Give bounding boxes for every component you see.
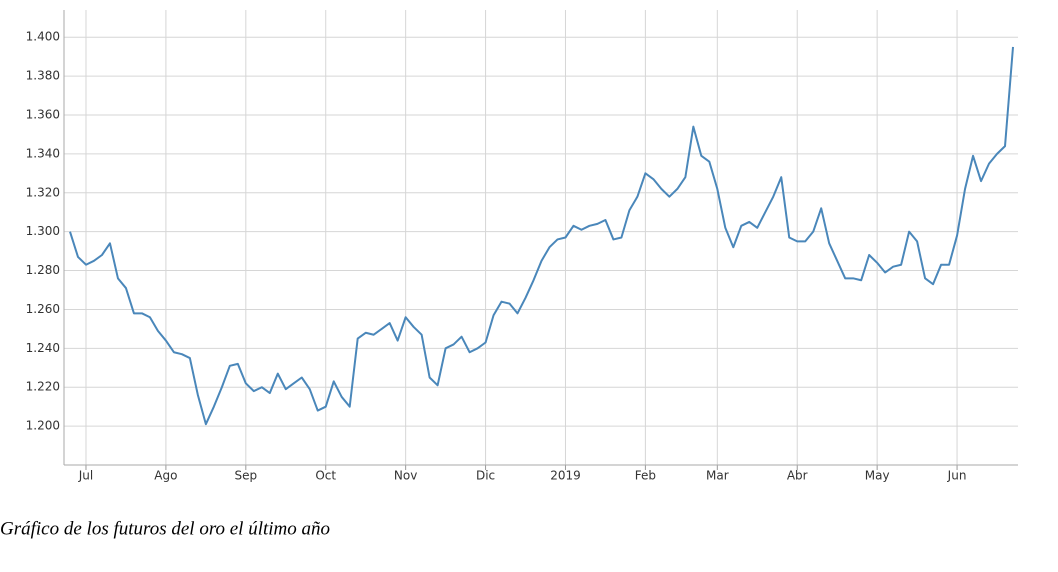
x-tick-label: Jun (947, 469, 967, 483)
y-tick-label: 1.260 (26, 302, 60, 316)
y-tick-label: 1.220 (26, 380, 60, 394)
x-tick-label: Sep (235, 469, 258, 483)
x-tick-label: Dic (476, 469, 495, 483)
y-tick-label: 1.300 (26, 224, 60, 238)
x-tick-label: 2019 (550, 469, 581, 483)
x-tick-label: Oct (315, 469, 336, 483)
y-tick-label: 1.400 (26, 30, 60, 44)
y-tick-label: 1.240 (26, 341, 60, 355)
y-tick-label: 1.340 (26, 146, 60, 160)
x-tick-label: Jul (78, 469, 93, 483)
y-tick-label: 1.380 (26, 69, 60, 83)
caption: Gráfico de los futuros del oro el último… (0, 518, 330, 539)
y-tick-label: 1.200 (26, 419, 60, 433)
y-tick-label: 1.320 (26, 185, 60, 199)
y-tick-label: 1.280 (26, 263, 60, 277)
x-tick-label: Feb (635, 469, 656, 483)
x-tick-label: Nov (394, 469, 417, 483)
price-line (69, 46, 1014, 426)
x-tick-label: Mar (706, 469, 729, 483)
x-tick-label: Ago (154, 469, 177, 483)
x-tick-label: May (865, 469, 890, 483)
x-tick-label: Abr (787, 469, 808, 483)
y-tick-label: 1.360 (26, 108, 60, 122)
